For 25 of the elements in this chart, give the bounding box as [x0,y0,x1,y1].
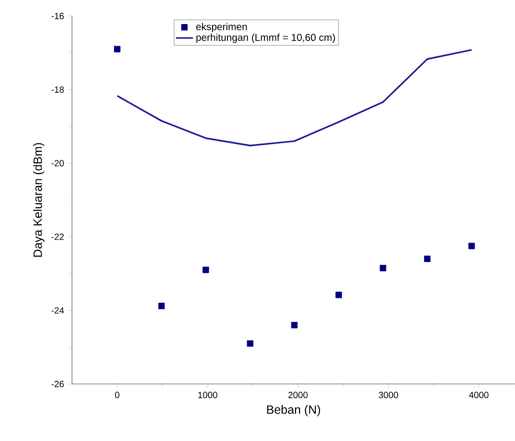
y-tick-label: -16 [52,12,64,20]
point [468,242,475,250]
y-tick-label: -24 [52,307,64,314]
legend-label: eksperimen [196,22,247,32]
point [202,266,210,274]
y-tick-label: -18 [52,86,64,93]
line-series [116,49,472,146]
x-tick-label: 2000 [288,392,308,398]
x-axis-title: Beban (N) [267,405,320,416]
y-axis-title: Daya Keluaran (dBm) [33,143,44,257]
point [424,256,430,262]
x-tick-label: 0 [115,392,120,398]
x-tick-label: 3000 [378,392,398,398]
y-tick-label: -26 [52,380,64,388]
point [380,264,386,272]
point [246,340,254,347]
y-tick-label: -20 [52,160,64,166]
legend-label: perhitungan (Lmmf = 10,60 cm) [196,34,335,43]
point [291,322,298,328]
point [336,292,342,298]
point [114,46,120,52]
y-tick-label: -22 [52,234,64,240]
x-tick-label: 1000 [198,392,218,398]
x-tick-label: 4000 [469,392,488,398]
point [158,302,165,310]
